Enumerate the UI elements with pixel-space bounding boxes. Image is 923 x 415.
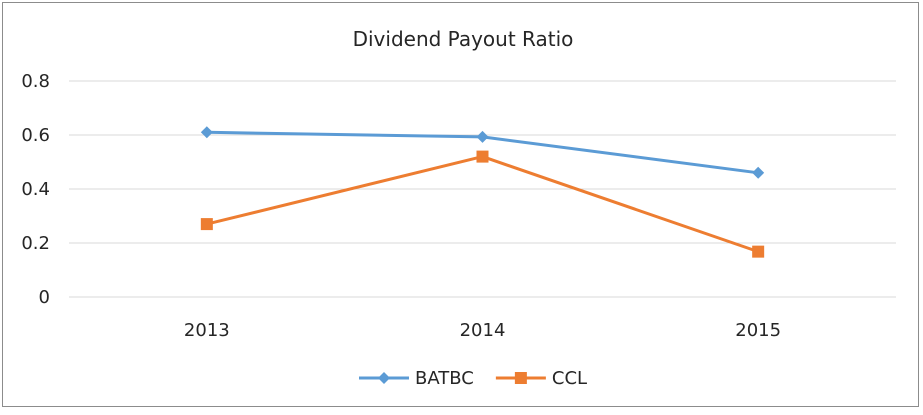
x-tick-label: 2013 [184,320,230,341]
data-point-ccl [752,245,765,258]
series-batbc [200,126,765,179]
data-point-ccl [200,218,213,231]
legend-label-batbc: BATBC [415,368,474,389]
legend: BATBC CCL [359,368,587,389]
line-chart: Dividend Payout Ratio 0 0.2 0.4 0.6 0.8 2013… [21,27,896,389]
series-group [200,126,765,258]
legend-item-batbc: BATBC [359,368,474,389]
y-tick-label: 0.6 [21,125,50,146]
series-line-ccl [206,155,759,254]
data-point-ccl [476,150,489,163]
legend-marker-batbc [378,372,390,384]
data-point-batbc [752,166,765,179]
y-tick-label: 0.4 [21,179,50,200]
chart-title: Dividend Payout Ratio [353,27,574,51]
y-tick-label: 0 [39,287,50,308]
y-tick-label: 0.8 [21,71,50,92]
gridlines [69,80,896,298]
x-tick-label: 2014 [460,320,506,341]
y-axis-tick-labels: 0 0.2 0.4 0.6 0.8 [21,71,50,308]
legend-marker-ccl [514,372,527,384]
x-axis-tick-labels: 2013 2014 2015 [184,320,781,341]
legend-item-ccl: CCL [495,368,587,389]
legend-label-ccl: CCL [552,368,587,389]
x-tick-label: 2015 [735,320,781,341]
series-ccl [200,150,765,258]
data-point-batbc [476,130,489,143]
data-point-batbc [200,126,213,139]
y-tick-label: 0.2 [21,233,50,254]
chart-frame: Dividend Payout Ratio 0 0.2 0.4 0.6 0.8 2013… [2,2,919,407]
